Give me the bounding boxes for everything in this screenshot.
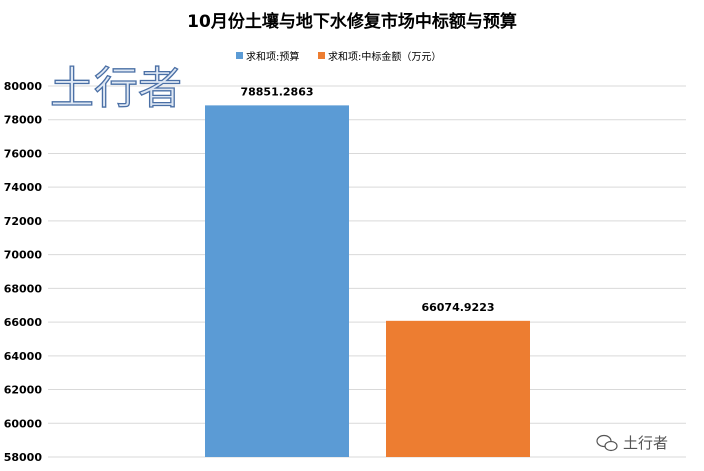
y-tick-label: 62000	[4, 384, 43, 397]
y-axis: 58000 60000 62000 64000 66000 68000 70000 72000…	[4, 80, 43, 464]
y-tick-label: 58000	[4, 451, 43, 464]
y-tick-label: 64000	[4, 350, 43, 363]
y-tick-label: 66000	[4, 316, 43, 329]
y-tick-label: 80000	[4, 80, 43, 93]
legend-label: 求和项:中标金额（万元）	[328, 50, 441, 63]
watermark-text: 土行者	[50, 63, 182, 114]
footer-badge-text: 土行者	[623, 434, 668, 452]
y-tick-label: 60000	[4, 417, 43, 430]
legend: 求和项:预算 求和项:中标金额（万元）	[236, 50, 441, 63]
y-tick-label: 74000	[4, 181, 43, 194]
gridlines	[48, 85, 686, 458]
footer-badge: 土行者	[596, 434, 668, 452]
y-tick-label: 70000	[4, 249, 43, 262]
legend-swatch	[318, 52, 325, 59]
data-label: 78851.2863	[240, 85, 313, 98]
legend-label: 求和项:预算	[246, 50, 299, 63]
bar	[205, 105, 349, 457]
y-tick-label: 76000	[4, 147, 43, 160]
wechat-icon	[596, 434, 618, 452]
y-tick-label: 68000	[4, 282, 43, 295]
bar	[386, 320, 530, 457]
chart-title: 10月份土壤与地下水修复市场中标额与预算	[187, 11, 517, 32]
legend-swatch	[236, 52, 243, 59]
y-tick-label: 72000	[4, 215, 43, 228]
y-tick-label: 78000	[4, 114, 43, 127]
bars	[205, 105, 530, 457]
data-label: 66074.9223	[421, 301, 494, 314]
data-labels: 78851.2863 66074.9223	[240, 85, 494, 313]
